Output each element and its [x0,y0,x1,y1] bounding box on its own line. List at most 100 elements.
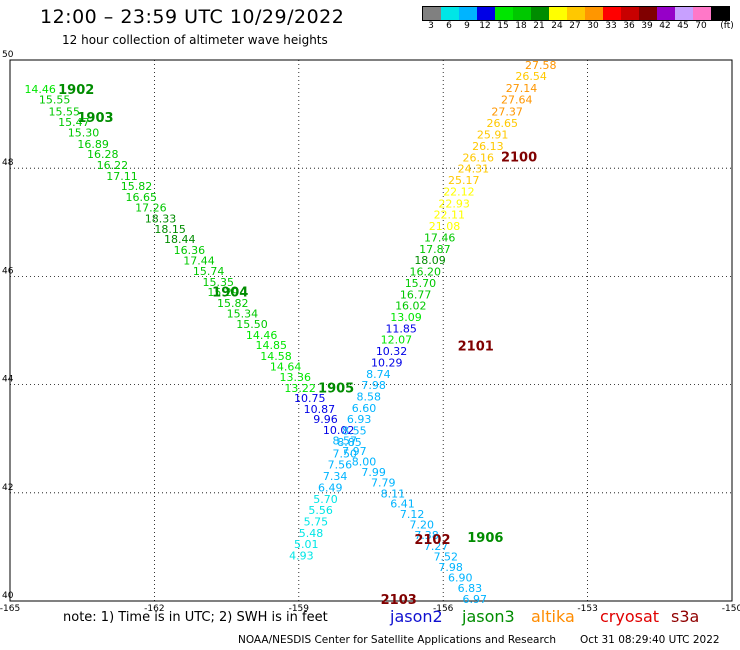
wave-height-point: 17.26 [135,202,167,215]
wave-height-point: 7.79 [371,477,396,490]
x-tick-label: -159 [289,604,310,614]
time-label: 2102 [414,533,450,548]
wave-height-point: 15.55 [39,93,71,106]
wave-height-point: 5.01 [294,538,319,551]
x-tick-label: -156 [433,604,454,614]
wave-height-point: 16.77 [400,288,432,301]
wave-height-point: 7.34 [323,470,348,483]
wave-height-point: 13.09 [390,311,422,324]
wave-height-point: 15.34 [227,308,259,321]
footer-note: note: 1) Time is in UTC; 2) SWH is in fe… [63,610,328,625]
color-scale-cell [639,7,657,20]
wave-height-point: 14.58 [260,350,292,363]
wave-height-point: 7.12 [400,508,425,521]
wave-height-point: 8.11 [381,487,406,500]
wave-height-point: 24.31 [458,163,490,176]
wave-height-point: 16.02 [395,300,427,313]
time-labels: 1902 1903 1904 1905 1906 2100 2101 2102 2103 [58,83,537,608]
legend-jason2: jason2 [390,607,443,626]
wave-height-point: 6.49 [318,481,343,494]
color-scale-label: 45 [677,21,689,31]
time-label: 1903 [77,111,113,126]
wave-height-point: 17.44 [183,255,215,268]
color-scale-cell [567,7,585,20]
color-scale-cell [495,7,513,20]
color-scale-label: 9 [464,21,470,31]
color-scale-cell [477,7,495,20]
wave-height-point: 8.74 [366,368,391,381]
color-scale-cell [711,7,729,20]
color-scale-cell [657,7,675,20]
wave-height-point: 15.82 [121,180,153,193]
wave-height-point: 8.57 [332,434,357,447]
wave-height-point: 21.08 [429,220,461,233]
x-tick-label: -165 [0,604,20,614]
wave-height-point: 16.36 [174,244,206,257]
y-tick-label: 46 [2,266,14,276]
wave-height-point: 12.07 [381,334,413,347]
y-tick-label: 48 [2,158,14,168]
wave-height-point: 15.30 [68,126,100,139]
legend-jason3: jason3 [462,607,515,626]
wave-height-point: 7.97 [342,445,367,458]
y-tick-label: 50 [2,50,14,60]
wave-height-point: 18.15 [154,223,186,236]
wave-height-point: 10.75 [294,392,326,405]
color-scale-cell [513,7,531,20]
wave-height-point: 7.98 [438,561,463,574]
time-label: 1902 [58,83,94,98]
color-scale-label: 27 [569,21,581,31]
wave-height-point: 6.90 [448,572,473,585]
wave-height-point: 15.70 [405,277,437,290]
wave-height-point: 15.74 [193,265,225,278]
wave-height-point: 16.89 [77,138,109,151]
wave-height-point: 7.50 [332,447,357,460]
color-scale-label: 30 [587,21,599,31]
wave-height-point: 22.12 [443,185,475,198]
wave-height-point: 13.36 [280,371,312,384]
color-scale-cell [621,7,639,20]
wave-height-point: 6.83 [458,582,483,595]
wave-height-point: 10.32 [376,345,408,358]
color-scale-label: 33 [605,21,617,31]
wave-height-point: 16.28 [87,148,119,161]
wave-height-point: 25.17 [448,174,480,187]
footer-credit: NOAA/NESDIS Center for Satellite Applica… [238,634,556,646]
wave-height-point: 7.52 [434,551,459,564]
chart-subtitle: 12 hour collection of altimeter wave hei… [62,33,328,47]
wave-height-point: 6.41 [390,498,415,511]
wave-height-point: 18.09 [414,254,446,267]
wave-height-point: 14.46 [24,83,56,96]
wave-height-point: 8.55 [342,425,367,438]
wave-height-point: 8.58 [357,391,382,404]
color-scale-label: (ft) [720,21,734,31]
wave-height-point: 11.85 [385,322,417,335]
time-label: 2100 [501,150,537,165]
wave-height-point: 15.29 [207,286,239,299]
color-scale-label: 18 [515,21,527,31]
wave-height-point: 27.37 [491,105,523,118]
axis-ticks: -165 -162 -159 -156 -153 -150 40 42 44 46 48 50 [0,50,740,614]
wave-height-point: 8.85 [337,436,362,449]
wave-height-point: 7.99 [361,466,386,479]
wave-height-point: 15.82 [217,297,249,310]
x-tick-label: -162 [144,604,164,614]
color-scale-cell [585,7,603,20]
data-points: 14.4615.5515.5515.4715.3016.8916.2816.22… [24,59,556,606]
wave-height-point: 25.91 [477,129,509,142]
color-scale-label: 70 [695,21,707,31]
wave-height-point: 9.96 [313,413,338,426]
color-scale-cell [549,7,567,20]
color-scale-cell [675,7,693,20]
color-scale-label: 6 [446,21,452,31]
wave-height-point: 18.44 [164,233,196,246]
wave-height-point: 22.93 [438,197,470,210]
color-scale-bar [422,6,730,21]
wave-height-point: 10.29 [371,356,403,369]
wave-height-point: 27.64 [501,93,532,106]
wave-height-point: 17.11 [106,170,137,183]
legend-cryosat: cryosat [600,607,660,626]
chart-title: 12:00 – 23:59 UTC 10/29/2022 [40,6,345,28]
wave-height-point: 14.46 [246,329,278,342]
